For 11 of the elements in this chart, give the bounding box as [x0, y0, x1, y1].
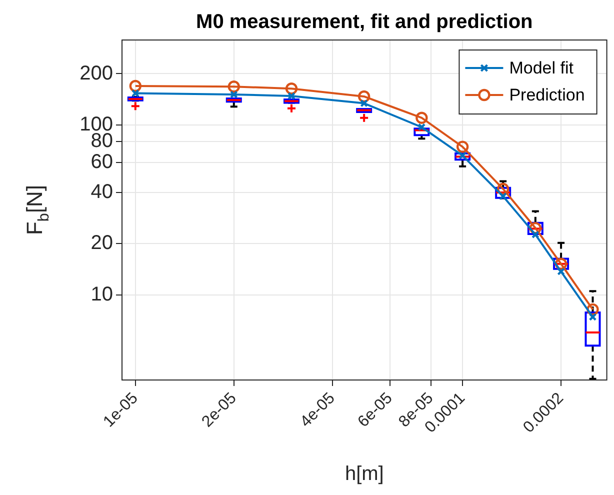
y-tick-label: 60: [90, 151, 113, 174]
legend-label: Model fit: [509, 58, 574, 78]
y-tick-label: 80: [90, 130, 113, 152]
y-tick-label: 20: [90, 232, 113, 254]
x-axis-title: h[m]: [344, 463, 384, 485]
y-tick-label: 200: [80, 62, 113, 84]
legend-label: Prediction: [509, 86, 585, 105]
y-axis-title: Fb[N]: [22, 184, 53, 236]
chart-title: M0 measurement, fit and prediction: [196, 11, 533, 33]
y-tick-label: 40: [90, 181, 113, 204]
y-tick-label: 10: [90, 283, 113, 306]
